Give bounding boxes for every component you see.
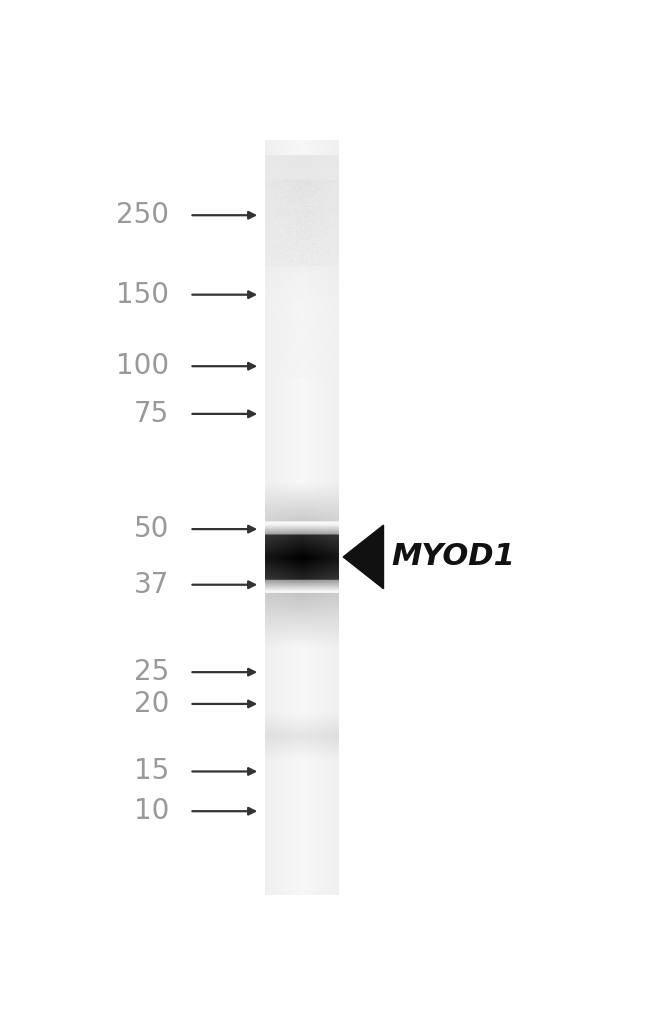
Text: 25: 25	[134, 658, 170, 686]
Text: MYOD1: MYOD1	[391, 543, 515, 572]
Text: 20: 20	[134, 690, 170, 718]
Text: 10: 10	[134, 797, 170, 826]
Text: 15: 15	[134, 757, 170, 785]
Text: 50: 50	[134, 515, 170, 543]
Polygon shape	[343, 525, 383, 588]
Text: 100: 100	[116, 352, 170, 380]
Text: 37: 37	[134, 571, 170, 599]
Text: 250: 250	[116, 201, 170, 229]
Text: 75: 75	[134, 399, 170, 428]
Text: 150: 150	[116, 281, 170, 309]
